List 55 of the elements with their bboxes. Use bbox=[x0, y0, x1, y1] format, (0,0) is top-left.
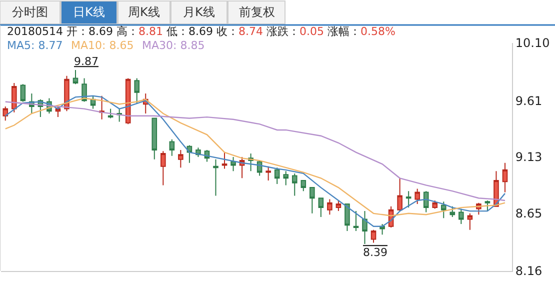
candlestick bbox=[397, 178, 402, 212]
candlestick bbox=[458, 208, 464, 224]
candlestick bbox=[370, 229, 376, 244]
candlestick bbox=[344, 204, 350, 232]
candlestick bbox=[414, 188, 420, 205]
text: MA30: 8.85 bbox=[142, 39, 205, 52]
candlestick bbox=[283, 170, 289, 186]
candlestick bbox=[310, 187, 315, 214]
line-series bbox=[4, 101, 506, 202]
text: MA10: 8.65 bbox=[71, 39, 134, 52]
text: 分时图 bbox=[12, 5, 48, 19]
y-tick-label: 9.61 bbox=[515, 94, 542, 108]
candlestick bbox=[502, 162, 508, 193]
text: 月K线 bbox=[183, 5, 215, 19]
candlestick bbox=[440, 201, 446, 219]
candlestick bbox=[160, 150, 166, 186]
y-tick-label: 10.10 bbox=[515, 36, 550, 50]
text: MA5: 8.77 bbox=[7, 39, 63, 52]
y-tick-label: 9.13 bbox=[515, 150, 542, 164]
candlestick bbox=[266, 166, 271, 182]
candlestick bbox=[2, 106, 8, 122]
candlestick bbox=[484, 200, 490, 212]
candlestick bbox=[169, 138, 175, 156]
candlestick bbox=[99, 95, 104, 120]
candlestick bbox=[406, 190, 412, 208]
candlestick bbox=[362, 210, 368, 244]
text: 周K线 bbox=[128, 5, 160, 19]
candlestick bbox=[72, 70, 78, 85]
candlestick bbox=[423, 190, 429, 213]
candlestick bbox=[300, 180, 306, 192]
y-tick-label: 8.16 bbox=[515, 264, 542, 278]
candlestick bbox=[353, 210, 359, 232]
annotation: 8.39 bbox=[363, 246, 388, 259]
candlestick bbox=[327, 198, 332, 216]
candlestick bbox=[178, 149, 184, 168]
y-tick-label: 8.65 bbox=[515, 206, 542, 221]
candlestick bbox=[230, 156, 236, 172]
candlestick bbox=[134, 78, 140, 104]
candlestick bbox=[292, 172, 298, 196]
candlestick bbox=[20, 84, 26, 102]
candlestick bbox=[432, 200, 438, 210]
candlestick bbox=[318, 198, 324, 218]
candlestick bbox=[108, 108, 114, 119]
candlestick bbox=[467, 212, 473, 230]
text: 前复权 bbox=[239, 5, 275, 19]
text: 20180514 开：8.69 高：8.81 低：8.69 收：8.74 涨跌：0.05 涨幅：0.58% bbox=[7, 25, 396, 38]
candlestick bbox=[336, 200, 342, 212]
candlestick bbox=[213, 158, 218, 196]
candlestick bbox=[274, 167, 280, 185]
candlestick bbox=[12, 82, 17, 113]
text: 日K线 bbox=[73, 5, 105, 19]
candlestick bbox=[152, 118, 158, 160]
candlestick bbox=[450, 206, 456, 218]
annotation: 9.87 bbox=[74, 55, 98, 68]
candlestick bbox=[222, 152, 228, 170]
